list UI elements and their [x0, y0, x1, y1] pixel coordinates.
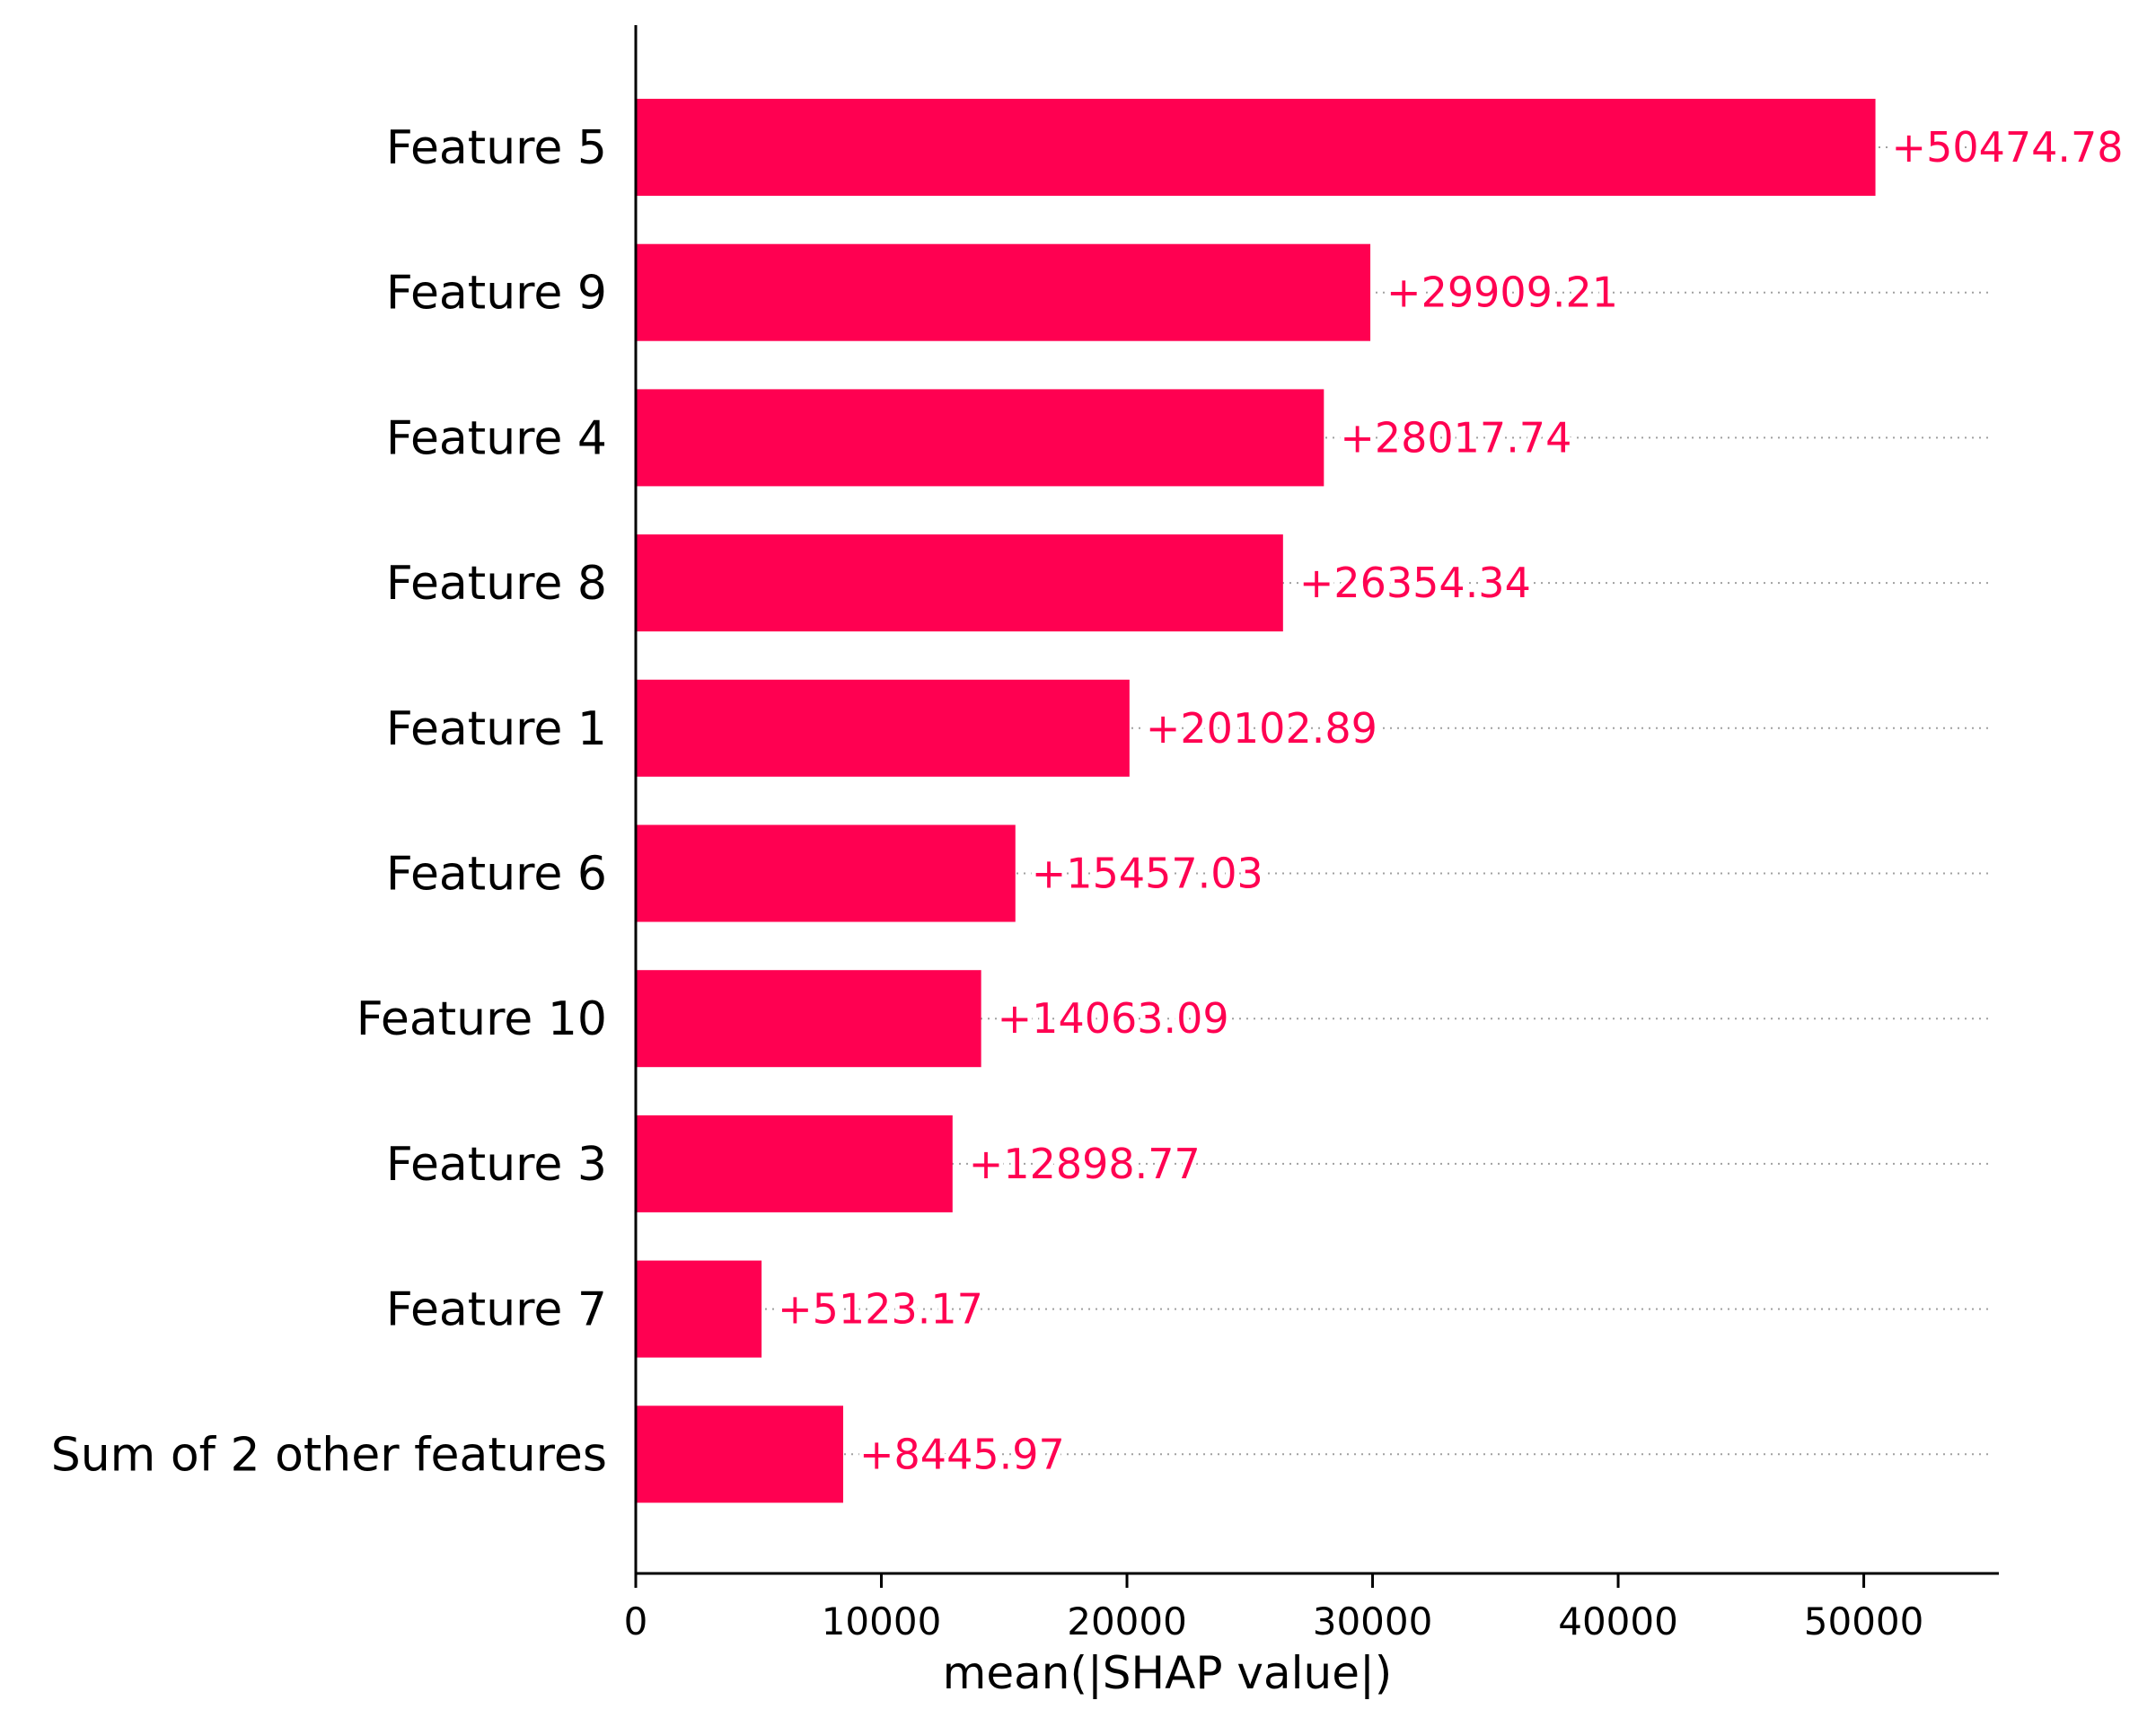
x-ticks: 0 10000 20000 30000 40000 50000	[624, 1573, 1924, 1643]
bar	[636, 534, 1283, 632]
bar	[636, 1115, 953, 1212]
x-axis-label: mean(|SHAP value|)	[943, 1647, 1393, 1699]
bar	[636, 824, 1016, 922]
x-tick-label: 10000	[822, 1599, 942, 1643]
value-labels: +50474.78 +29909.21 +28017.74 +26354.34 +201…	[773, 119, 2127, 1483]
guide-lines	[636, 146, 1992, 1456]
value-label: +5123.17	[778, 1285, 983, 1334]
category-label: Feature 6	[386, 848, 607, 902]
value-label: +50474.78	[1892, 123, 2124, 172]
axes	[634, 25, 1999, 1575]
value-label: +28017.74	[1340, 413, 1571, 462]
x-tick-label: 40000	[1558, 1599, 1678, 1643]
value-label: +8445.97	[859, 1430, 1065, 1478]
category-label: Feature 5	[386, 121, 607, 175]
x-tick-label: 30000	[1313, 1599, 1433, 1643]
category-label: Feature 4	[386, 411, 607, 465]
category-label: Feature 9	[386, 267, 607, 321]
x-tick-label: 0	[624, 1599, 648, 1643]
category-label: Feature 10	[356, 992, 607, 1046]
value-label: +29909.21	[1386, 269, 1618, 317]
x-tick-label: 20000	[1067, 1599, 1187, 1643]
bar	[636, 99, 1876, 196]
category-label: Feature 1	[386, 702, 607, 756]
bar	[636, 1260, 762, 1358]
value-label: +26354.34	[1299, 559, 1531, 607]
bar	[636, 970, 981, 1068]
value-label: +15457.03	[1032, 850, 1263, 898]
category-label: Feature 7	[386, 1283, 607, 1337]
category-label: Feature 3	[386, 1138, 607, 1192]
bar	[636, 243, 1371, 341]
bar	[636, 389, 1324, 487]
category-label: Sum of 2 other features	[51, 1428, 607, 1482]
bars	[636, 99, 1876, 1503]
x-tick-label: 50000	[1804, 1599, 1924, 1643]
category-label: Feature 8	[386, 557, 607, 611]
bar	[636, 1405, 844, 1503]
value-label: +14063.09	[998, 994, 1229, 1043]
bar	[636, 679, 1130, 777]
value-label: +12898.77	[969, 1140, 1201, 1188]
category-labels: Feature 5 Feature 9 Feature 4 Feature 8 Feat…	[51, 121, 607, 1482]
value-label: +20102.89	[1146, 704, 1377, 753]
